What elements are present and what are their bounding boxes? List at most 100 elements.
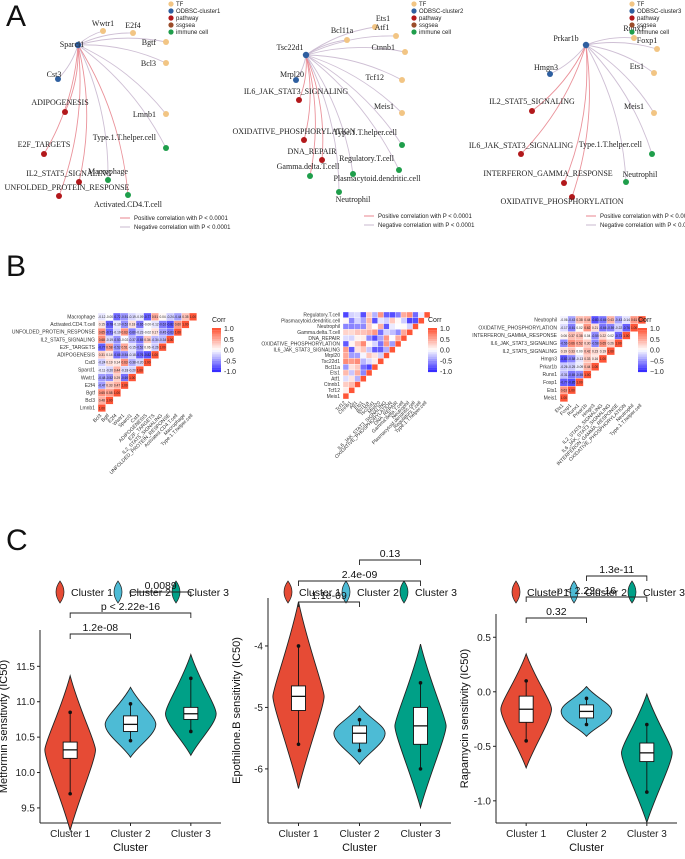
heatmap-cell-value: 0.04	[159, 315, 165, 319]
corr-legend-swatch	[212, 365, 221, 368]
heatmap-col-label: Ets1	[353, 400, 364, 411]
corr-legend-swatch	[212, 328, 221, 331]
hub-node	[302, 51, 310, 59]
heatmap-cell-value: 0.19	[600, 349, 606, 353]
y-tick-label: 9.5	[21, 803, 35, 814]
heatmap-cell	[360, 369, 367, 376]
y-tick-label: -0.5	[474, 742, 492, 753]
heatmap-cell	[360, 311, 367, 318]
network-edge	[585, 44, 655, 114]
corr-legend-swatch	[212, 356, 221, 359]
heatmap-cell-value: 0.63	[121, 361, 127, 365]
legend-dot	[411, 1, 417, 7]
comparison-pvalue: p < 2.22e-16	[101, 601, 160, 613]
heatmap-cell-value: 0.44	[584, 318, 590, 322]
heatmap-cell	[383, 352, 390, 359]
heatmap-cell-value: -0.14	[623, 318, 630, 322]
heatmap-cell-value: 0.33	[106, 384, 112, 388]
legend-dot	[629, 22, 635, 28]
heatmap-cell	[377, 329, 384, 336]
legend-label: Cluster 1	[299, 587, 341, 599]
heatmap-cell-value: -0.52	[136, 346, 143, 350]
legend-label: Cluster 1	[71, 587, 113, 599]
heatmap-cell	[354, 335, 361, 342]
y-tick-label: 10.0	[16, 768, 36, 779]
comparison-bracket	[69, 612, 192, 618]
corr-legend-swatch	[212, 367, 221, 370]
heatmap-cell-value: -0.45	[159, 330, 166, 334]
corr-legend-tick: -0.5	[440, 358, 452, 365]
corr-legend-swatch	[428, 347, 437, 351]
heatmap-cell-value: -0.77	[98, 346, 105, 350]
network-node	[631, 35, 637, 41]
heatmap-cell-value: -0.71	[106, 330, 113, 334]
comparison-pvalue: 1.3e-11	[599, 564, 634, 576]
heatmap-cell-value: 0.65	[600, 342, 606, 346]
heatmap-row-label: IL2_STAT5_SIGNALING	[40, 337, 95, 343]
heatmap-row-label: DNA_REPAIR	[308, 336, 340, 342]
node-label: IL2_STAT5_SIGNALING	[489, 97, 575, 106]
node-label: Bgtf	[142, 38, 157, 47]
heatmap-cell	[377, 346, 384, 353]
network-edge	[77, 37, 167, 46]
heatmap-cell-value: 1.00	[623, 334, 629, 338]
heatmap-cell	[354, 317, 361, 324]
network-node	[399, 110, 405, 116]
heatmap-cell	[348, 317, 355, 324]
network-edge	[77, 44, 167, 64]
network-node	[307, 173, 313, 179]
corr-legend-tick: -1.0	[224, 369, 236, 376]
heatmap-cell-value: 0.26	[608, 342, 614, 346]
corr-legend-swatch	[212, 341, 221, 344]
heatmap-cell-value: 0.38	[576, 318, 582, 322]
heatmap-cell-value: 0.58	[106, 391, 112, 395]
network-edge	[305, 54, 403, 146]
heatmap-cell	[583, 370, 592, 379]
comparison-bracket	[525, 617, 587, 623]
heatmap-row-label: Tcf12	[328, 388, 340, 394]
heatmap-cell-value: -0.72	[113, 315, 120, 319]
heatmap-cell-value: 0.58	[106, 346, 112, 350]
heatmap-cell	[400, 329, 407, 336]
corr-legend-tick: −1.0	[650, 369, 664, 376]
legend-neg-text: Negative correlation with P < 0.0001	[134, 225, 231, 231]
x-axis-title: Cluster	[569, 842, 604, 854]
heatmap-cell-value: -0.69	[121, 376, 128, 380]
corr-legend-title: Corr	[428, 317, 442, 324]
heatmap-cell-value: -0.85	[568, 381, 575, 385]
heatmap-cell	[371, 358, 378, 365]
panel-c-violins: C Cluster 1 Cluster 2 Cluster 3 9.5 10.0 10.5…	[0, 524, 685, 854]
heatmap-cell	[418, 317, 425, 324]
legend-label: Cluster 2	[129, 587, 171, 599]
heatmap-cell	[348, 346, 355, 353]
legend-label: ODBSC-cluster3	[637, 9, 682, 15]
network-edge	[585, 44, 653, 155]
corr-legend-tick: 0.5	[224, 337, 234, 344]
heatmap-cell	[400, 335, 407, 342]
node-label: IL6_JAK_STAT3_SIGNALING	[244, 87, 348, 96]
heatmap-cell-value: -0.00	[106, 315, 113, 319]
heatmap-cell	[342, 311, 349, 318]
legend-dot	[629, 8, 635, 14]
heatmap-cell	[406, 311, 413, 318]
node-label: UNFOLDED_PROTEIN_RESPONSE	[5, 183, 130, 192]
heatmap-cell-value: -0.15	[129, 346, 136, 350]
corr-legend-tick: 0.0	[650, 348, 660, 355]
heatmap-cell	[342, 375, 349, 382]
heatmap-cell-value: -0.12	[151, 323, 158, 327]
heatmap-cell-value: 0.06	[144, 346, 150, 350]
node-label: Neutrophil	[336, 195, 371, 204]
network-edge	[571, 44, 590, 198]
heatmap-cell-value: 1.00	[159, 346, 165, 350]
heatmap-cell-value: -0.76	[136, 353, 143, 357]
legend-label: pathway	[419, 16, 441, 22]
heatmap-cell-value: -0.19	[129, 315, 136, 319]
corr-legend-swatch	[428, 343, 437, 346]
network-edge	[549, 44, 587, 75]
heatmap-cell-value: -0.48	[98, 376, 105, 380]
heatmap-cell-value: -0.44	[174, 315, 181, 319]
heatmap-cell	[395, 323, 402, 330]
node-label: Tcf12	[365, 73, 384, 82]
heatmap-cell-value: 0.44	[114, 368, 120, 372]
corr-legend-swatch	[212, 339, 221, 342]
